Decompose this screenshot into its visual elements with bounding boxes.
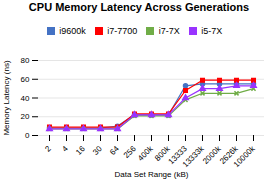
svg-text:800k: 800k bbox=[153, 143, 172, 163]
svg-text:4: 4 bbox=[60, 143, 70, 153]
svg-text:16: 16 bbox=[74, 143, 87, 156]
svg-text:20: 20 bbox=[21, 112, 30, 121]
html-text:i7-7X: i7-7X bbox=[158, 25, 180, 36]
svg-text:60: 60 bbox=[21, 74, 30, 83]
html-text:i7-7700: i7-7700 bbox=[107, 25, 138, 36]
svg-text:10000k: 10000k bbox=[232, 143, 258, 169]
svg-text:64: 64 bbox=[108, 143, 121, 156]
html-text:CPU Memory Latency Across Gene: CPU Memory Latency Across Generations bbox=[28, 1, 250, 13]
svg-text:2626k: 2626k bbox=[217, 143, 240, 166]
svg-text:30: 30 bbox=[91, 143, 104, 156]
svg-text:Memory Latency (ns): Memory Latency (ns) bbox=[2, 60, 11, 135]
svg-text:256: 256 bbox=[122, 143, 138, 159]
svg-text:0: 0 bbox=[25, 131, 30, 140]
html-text:i9600k: i9600k bbox=[59, 25, 86, 36]
svg-text:2000k: 2000k bbox=[200, 143, 223, 166]
svg-text:400k: 400k bbox=[136, 143, 155, 162]
svg-text:40: 40 bbox=[21, 93, 30, 102]
html-text:i5-7X: i5-7X bbox=[201, 25, 223, 36]
svg-text:Data Set Range (kB): Data Set Range (kB) bbox=[115, 169, 189, 178]
svg-text:13333k: 13333k bbox=[181, 143, 207, 169]
svg-text:2: 2 bbox=[43, 143, 53, 153]
svg-text:80: 80 bbox=[21, 56, 30, 65]
svg-text:13333: 13333 bbox=[166, 143, 189, 166]
